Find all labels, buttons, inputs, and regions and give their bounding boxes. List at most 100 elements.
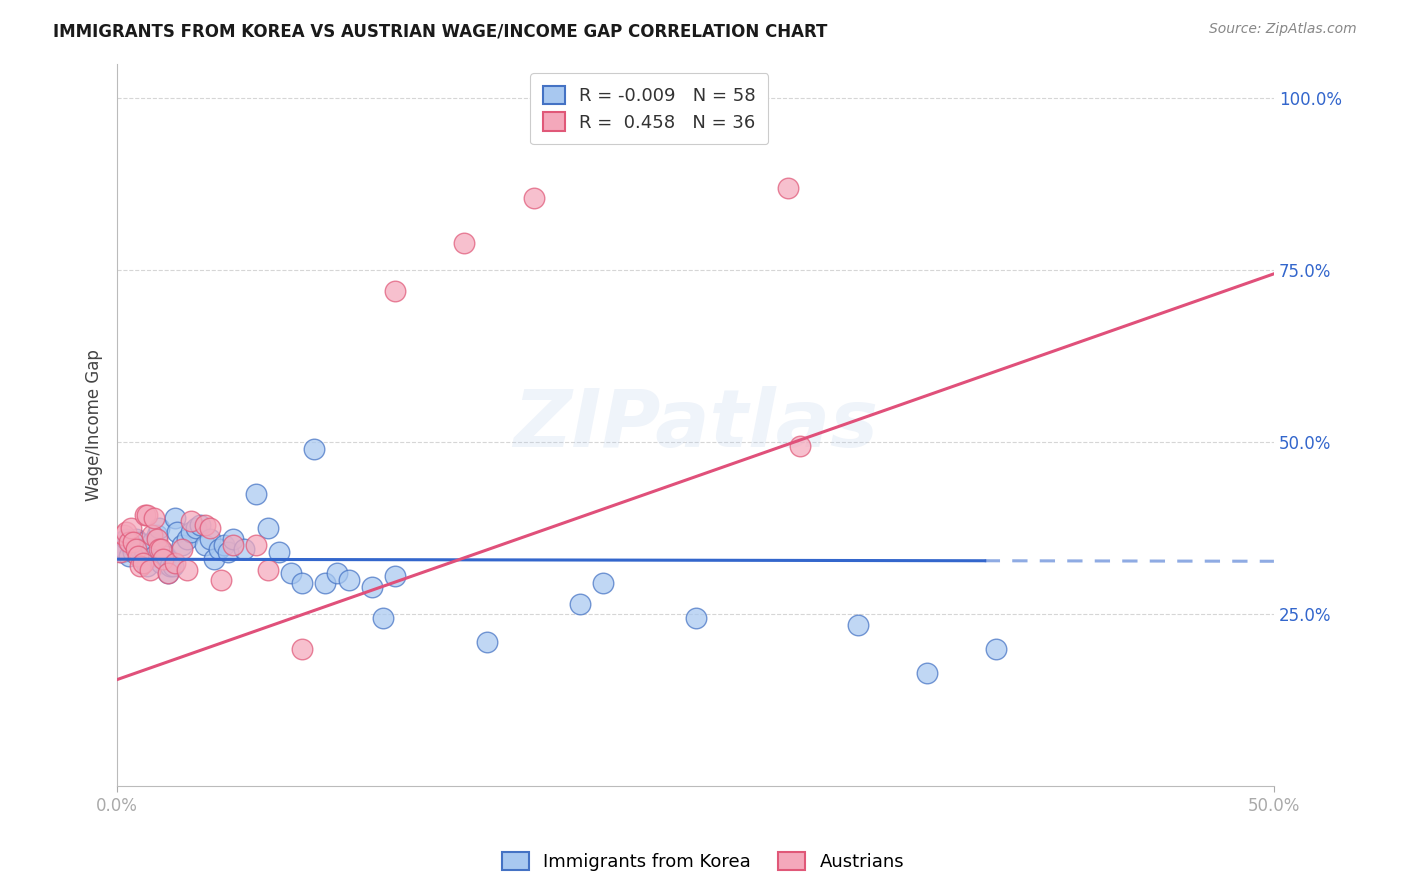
Point	[134, 508, 156, 522]
Point	[170, 538, 193, 552]
Point	[291, 576, 314, 591]
Point	[111, 545, 134, 559]
Point	[217, 545, 239, 559]
Point	[122, 535, 145, 549]
Point	[138, 538, 160, 552]
Point	[166, 524, 188, 539]
Point	[384, 569, 406, 583]
Point	[373, 610, 395, 624]
Text: Source: ZipAtlas.com: Source: ZipAtlas.com	[1209, 22, 1357, 37]
Point	[184, 521, 207, 535]
Point	[129, 559, 152, 574]
Point	[145, 532, 167, 546]
Point	[108, 545, 131, 559]
Point	[477, 634, 499, 648]
Point	[180, 524, 202, 539]
Point	[170, 541, 193, 556]
Point	[127, 549, 149, 563]
Point	[245, 538, 267, 552]
Point	[568, 597, 591, 611]
Point	[122, 545, 145, 559]
Point	[384, 284, 406, 298]
Point	[986, 641, 1008, 656]
Point	[152, 552, 174, 566]
Point	[157, 566, 180, 580]
Point	[136, 508, 159, 522]
Point	[148, 521, 170, 535]
Point	[134, 545, 156, 559]
Y-axis label: Wage/Income Gap: Wage/Income Gap	[86, 349, 103, 501]
Point	[360, 580, 382, 594]
Point	[115, 532, 138, 546]
Point	[141, 535, 163, 549]
Legend: Immigrants from Korea, Austrians: Immigrants from Korea, Austrians	[495, 845, 911, 879]
Point	[118, 535, 141, 549]
Point	[120, 538, 142, 552]
Point	[789, 439, 811, 453]
Point	[115, 524, 138, 539]
Text: IMMIGRANTS FROM KOREA VS AUSTRIAN WAGE/INCOME GAP CORRELATION CHART: IMMIGRANTS FROM KOREA VS AUSTRIAN WAGE/I…	[53, 22, 828, 40]
Legend: R = -0.009   N = 58, R =  0.458   N = 36: R = -0.009 N = 58, R = 0.458 N = 36	[530, 73, 768, 145]
Point	[180, 515, 202, 529]
Point	[302, 442, 325, 457]
Point	[145, 528, 167, 542]
Point	[176, 532, 198, 546]
Point	[212, 538, 235, 552]
Point	[326, 566, 349, 580]
Point	[148, 541, 170, 556]
Point	[118, 549, 141, 563]
Point	[685, 610, 707, 624]
Point	[222, 538, 245, 552]
Point	[233, 541, 256, 556]
Point	[155, 549, 177, 563]
Text: ZIPatlas: ZIPatlas	[513, 386, 879, 464]
Point	[143, 511, 166, 525]
Point	[190, 517, 212, 532]
Point	[915, 665, 938, 680]
Point	[846, 617, 869, 632]
Point	[159, 559, 181, 574]
Point	[150, 541, 173, 556]
Point	[141, 528, 163, 542]
Point	[127, 535, 149, 549]
Point	[125, 532, 148, 546]
Point	[209, 573, 232, 587]
Point	[256, 562, 278, 576]
Point	[592, 576, 614, 591]
Point	[198, 532, 221, 546]
Point	[176, 562, 198, 576]
Point	[163, 556, 186, 570]
Point	[314, 576, 336, 591]
Point	[337, 573, 360, 587]
Point	[256, 521, 278, 535]
Point	[131, 552, 153, 566]
Point	[108, 535, 131, 549]
Point	[112, 541, 135, 556]
Point	[125, 541, 148, 556]
Point	[778, 181, 800, 195]
Point	[202, 552, 225, 566]
Point	[194, 517, 217, 532]
Point	[222, 532, 245, 546]
Point	[291, 641, 314, 656]
Point	[245, 487, 267, 501]
Point	[112, 528, 135, 542]
Point	[143, 549, 166, 563]
Point	[280, 566, 302, 580]
Point	[157, 566, 180, 580]
Point	[136, 559, 159, 574]
Point	[162, 559, 184, 574]
Point	[129, 541, 152, 556]
Point	[453, 235, 475, 250]
Point	[269, 545, 291, 559]
Point	[208, 541, 231, 556]
Point	[523, 191, 546, 205]
Point	[120, 521, 142, 535]
Point	[198, 521, 221, 535]
Point	[152, 545, 174, 559]
Point	[150, 556, 173, 570]
Point	[163, 511, 186, 525]
Point	[194, 538, 217, 552]
Point	[131, 556, 153, 570]
Point	[138, 562, 160, 576]
